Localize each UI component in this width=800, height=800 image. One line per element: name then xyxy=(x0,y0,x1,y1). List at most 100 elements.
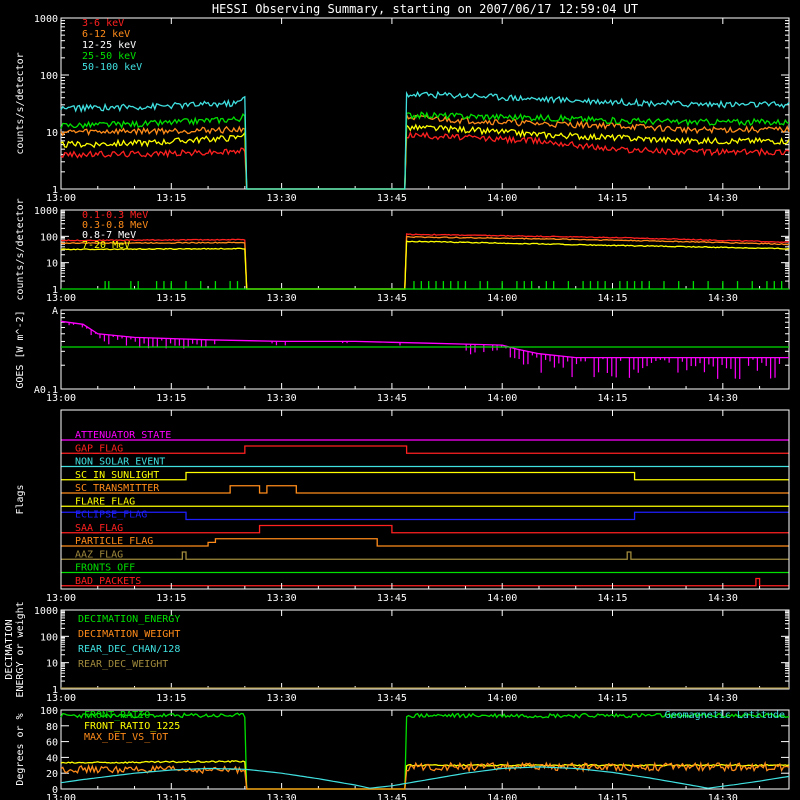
flag-line-sc-transmitter xyxy=(61,485,789,494)
panel-frame-flags xyxy=(60,409,790,590)
x-tick-label-high_energy_rates: 13:00 xyxy=(46,293,76,304)
x-tick-label-high_energy_rates: 13:30 xyxy=(267,293,297,304)
panel-frame-goes xyxy=(60,309,790,390)
flag-line-bad-packets xyxy=(61,577,789,587)
flag-label-gap-flag: GAP_FLAG xyxy=(75,443,123,454)
series-line-geomagnetic-latitude xyxy=(60,766,790,789)
series-line-goes-magenta xyxy=(60,320,789,359)
y-tick-label-ratios: 100 xyxy=(40,706,58,717)
x-tick-label-high_energy_rates: 14:00 xyxy=(487,293,517,304)
y-tick-label-ratios: 80 xyxy=(46,722,58,733)
x-tick-label-ratios: 14:30 xyxy=(708,793,738,800)
flag-line-sc-in-sunlight xyxy=(61,471,789,481)
x-tick-label-count_rates: 13:00 xyxy=(46,193,76,204)
flag-line-saa-flag xyxy=(61,524,789,534)
x-tick-label-goes: 13:00 xyxy=(46,393,76,404)
y-axis-label-high_energy_rates: counts/s/detector xyxy=(15,198,26,300)
legend-entry-3-6-kev: 3-6 keV xyxy=(82,18,124,29)
x-tick-label-count_rates: 14:15 xyxy=(597,193,627,204)
x-tick-label-flags: 14:30 xyxy=(708,593,738,604)
x-tick-label-decimation: 14:00 xyxy=(487,693,517,704)
x-tick-label-ratios: 13:30 xyxy=(267,793,297,800)
flag-label-saa-flag: SAA_FLAG xyxy=(75,523,123,534)
x-tick-label-high_energy_rates: 14:15 xyxy=(597,293,627,304)
x-tick-label-count_rates: 14:00 xyxy=(487,193,517,204)
x-tick-label-ratios: 13:00 xyxy=(46,793,76,800)
legend-entry-25-50-kev: 25-50 keV xyxy=(82,51,136,62)
series-line-12-25-kev xyxy=(60,123,790,190)
series-line-50-100-kev xyxy=(60,90,790,190)
x-tick-label-count_rates: 13:30 xyxy=(267,193,297,204)
legend-entry-rear-dec-weight: REAR_DEC_WEIGHT xyxy=(78,659,168,670)
legend-entry-max-det-vs-tot: MAX_DET_VS_TOT xyxy=(84,732,168,743)
y-axis-label-line: ENERGY or weight xyxy=(15,601,26,697)
x-tick-label-ratios: 13:45 xyxy=(377,793,407,800)
x-tick-label-goes: 13:30 xyxy=(267,393,297,404)
flag-label-fronts-off: FRONTS_OFF xyxy=(75,563,135,574)
series-line-front-ratio xyxy=(60,712,790,790)
series-line-0-3-0-8-mev xyxy=(60,236,789,290)
x-tick-label-flags: 13:00 xyxy=(46,593,76,604)
flag-line-gap-flag xyxy=(61,445,789,454)
y-tick-label-decimation: 1 xyxy=(52,685,58,696)
y-tick-label-decimation: 1000 xyxy=(34,606,58,617)
x-tick-label-decimation: 14:30 xyxy=(708,693,738,704)
legend-entry-rear-dec-chan-128: REAR_DEC_CHAN/128 xyxy=(78,644,180,655)
x-tick-label-count_rates: 14:30 xyxy=(708,193,738,204)
legend-entry-0-1-0-3-mev: 0.1-0.3 MeV xyxy=(82,210,148,221)
panel-frame-count_rates xyxy=(60,17,790,190)
x-tick-label-high_energy_rates: 13:45 xyxy=(377,293,407,304)
panel-goes: 13:00 13:15 13:30 13:45 14:00 14:15 14:30 GOES … xyxy=(15,306,790,404)
y-tick-label-high_energy_rates: 10 xyxy=(46,259,58,270)
series-line-3-6-kev xyxy=(60,130,790,190)
flag-label-particle-flag: PARTICLE_FLAG xyxy=(75,536,153,547)
x-tick-label-goes: 14:30 xyxy=(708,393,738,404)
x-tick-label-ratios: 14:00 xyxy=(487,793,517,800)
y-tick-label-count_rates: 10 xyxy=(46,128,58,139)
series-line-25-50-kev xyxy=(60,111,790,190)
y-axis-label-decimation: DECIMATIONENERGY or weight xyxy=(4,601,26,697)
x-tick-label-goes: 14:00 xyxy=(487,393,517,404)
legend-entry-50-100-kev: 50-100 keV xyxy=(82,62,142,73)
legend-entry-0-8-7-mev: 0.8-7 MeV xyxy=(82,230,136,241)
flag-label-sc-transmitter: SC_TRANSMITTER xyxy=(75,483,160,494)
flag-line-eclipse-flag xyxy=(61,511,789,521)
x-tick-label-decimation: 13:15 xyxy=(156,693,186,704)
legend-entry-0-3-0-8-mev: 0.3-0.8 MeV xyxy=(82,220,148,231)
x-tick-label-decimation: 14:15 xyxy=(597,693,627,704)
legend-entry-6-12-kev: 6-12 keV xyxy=(82,29,130,40)
flag-line-particle-flag xyxy=(61,538,789,547)
x-tick-label-decimation: 13:30 xyxy=(267,693,297,704)
y-axis-label-ratios: Degrees or % xyxy=(15,713,26,785)
panel-decimation: 13:00 13:15 13:30 13:45 14:00 14:15 14:30 DECIM… xyxy=(4,601,790,704)
y-axis-label-flags: Flags xyxy=(15,484,26,514)
flag-label-eclipse-flag: ECLIPSE_FLAG xyxy=(75,510,147,521)
x-tick-label-flags: 14:00 xyxy=(487,593,517,604)
legend-entry-decimation-weight: DECIMATION_WEIGHT xyxy=(78,629,180,640)
flag-label-flare-flag: FLARE_FLAG xyxy=(75,496,135,507)
y-axis-label-goes: GOES [W m^-2] xyxy=(15,310,26,388)
panel-ratios: 13:00 13:15 13:30 13:45 14:00 14:15 14:30 Degre… xyxy=(15,706,790,800)
figure-title: HESSI Observing Summary, starting on 200… xyxy=(212,2,638,16)
legend-entry-decimation-energy: DECIMATION_ENERGY xyxy=(78,614,180,625)
right-axis-label: Geomagnetic Latitude xyxy=(665,710,785,721)
y-tick-label-goes: A0.1 xyxy=(34,385,58,396)
flag-label-bad-packets: BAD_PACKETS xyxy=(75,576,141,587)
y-tick-label-decimation: 10 xyxy=(46,659,58,670)
y-tick-label-decimation: 100 xyxy=(40,632,58,643)
legend-entry-12-25-kev: 12-25 keV xyxy=(82,40,136,51)
y-tick-label-ratios: 20 xyxy=(46,769,58,780)
x-tick-label-count_rates: 13:15 xyxy=(156,193,186,204)
y-tick-label-ratios: 0 xyxy=(52,785,58,796)
x-tick-label-ratios: 13:15 xyxy=(156,793,186,800)
series-line-0-1-0-3-mev xyxy=(60,233,790,290)
panel-frame-decimation xyxy=(60,609,790,690)
legend-entry-front-ratio-1225: FRONT_RATIO_1225 xyxy=(84,721,180,732)
x-tick-label-decimation: 13:00 xyxy=(46,693,76,704)
y-axis-label-line: DECIMATION xyxy=(4,619,15,679)
y-axis-label-count_rates: counts/s/detector xyxy=(15,52,26,154)
x-tick-label-high_energy_rates: 14:30 xyxy=(708,293,738,304)
x-tick-label-high_energy_rates: 13:15 xyxy=(156,293,186,304)
